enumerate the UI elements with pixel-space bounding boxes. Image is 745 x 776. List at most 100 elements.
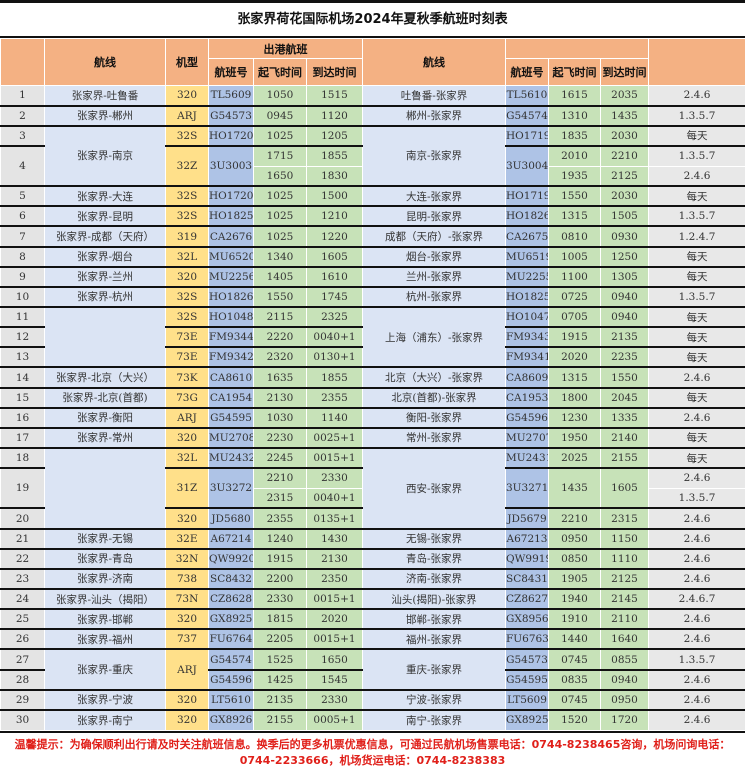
inbound-route: 邯郸-张家界 bbox=[362, 608, 506, 630]
operating-days: 1.3.5.7 bbox=[648, 144, 745, 167]
aircraft-type: 320 bbox=[165, 688, 209, 711]
outbound-departure: 1425 bbox=[253, 668, 307, 691]
row-number: 16 bbox=[0, 406, 45, 429]
outbound-departure: 1025 bbox=[253, 124, 307, 147]
outbound-route: 张家界-烟台 bbox=[44, 245, 166, 268]
aircraft-type: 73E bbox=[165, 346, 209, 368]
inbound-departure: 1950 bbox=[548, 426, 601, 449]
aircraft-type: 73G bbox=[165, 386, 209, 409]
inbound-flight-no: FM9343 bbox=[505, 326, 549, 348]
row-number: 8 bbox=[0, 245, 45, 268]
outbound-departure: 1405 bbox=[253, 265, 307, 288]
outbound-flight-no: MU2256 bbox=[208, 265, 254, 288]
aircraft-type: 32S bbox=[165, 285, 209, 308]
inbound-departure: 1550 bbox=[548, 185, 601, 207]
table-row: 13 73E FM9342 2320 0130+1 FM9341 2020 2235 每天 bbox=[0, 346, 745, 368]
outbound-departure: 2245 bbox=[253, 447, 307, 469]
inbound-flight-no: JD5679 bbox=[505, 507, 549, 530]
table-row: 6 张家界-昆明 32S HO1825 1025 1210 昆明-张家界 HO1826 1315… bbox=[0, 205, 745, 227]
outbound-departure: 1050 bbox=[253, 84, 307, 107]
table-row: 18 32L MU2432 2245 0015+1 西安-张家界 MU2431 2025 215… bbox=[0, 447, 745, 530]
outbound-flight-no: MU2708 bbox=[208, 426, 254, 449]
outbound-flight-no: 3U3003 bbox=[208, 144, 254, 187]
inbound-departure: 1905 bbox=[548, 567, 601, 590]
aircraft-type: ARJ bbox=[165, 104, 209, 127]
inbound-arrival: 2145 bbox=[599, 588, 650, 610]
aircraft-type: 73E bbox=[165, 326, 209, 348]
operating-days: 2.4.6 bbox=[648, 708, 745, 731]
operating-days: 2.4.6 bbox=[648, 507, 745, 530]
operating-days: 2.4.6 bbox=[648, 608, 745, 630]
inbound-departure: 1230 bbox=[548, 406, 601, 429]
outbound-route: 张家界-郴州 bbox=[44, 104, 166, 127]
outbound-arrival: 0040+1 bbox=[306, 487, 363, 509]
row-number: 6 bbox=[0, 205, 45, 227]
row-number: 7 bbox=[0, 225, 45, 248]
aircraft-type: 319 bbox=[165, 225, 209, 248]
outbound-route: 张家界-昆明 bbox=[44, 205, 166, 227]
outbound-route: 张家界-南宁 bbox=[44, 708, 166, 731]
aircraft-type: 32L bbox=[165, 245, 209, 268]
outbound-flight-no: TL5609 bbox=[208, 84, 254, 107]
header-out-arr: 到达时间 bbox=[306, 58, 363, 86]
row-number: 14 bbox=[0, 366, 45, 389]
inbound-departure: 1440 bbox=[548, 628, 601, 650]
row-number: 27 bbox=[0, 648, 45, 671]
operating-days: 每天 bbox=[648, 306, 745, 328]
outbound-arrival: 0015+1 bbox=[306, 588, 363, 610]
table-row: 3 张家界-南京 32S HO1720 1025 1205 南京-张家界 HO1719 1835… bbox=[0, 124, 745, 187]
row-number: 1 bbox=[0, 84, 45, 107]
inbound-flight-no: MU2255 bbox=[505, 265, 549, 288]
table-row: 20 320 JD5680 2355 0135+1 JD5679 2210 2315 2.4.6 bbox=[0, 507, 745, 530]
header-out-route: 航线 bbox=[44, 38, 166, 86]
outbound-route: 张家界-济南 bbox=[44, 567, 166, 590]
outbound-arrival: 1120 bbox=[306, 104, 363, 127]
table-row: 15 张家界-北京(首都) 73G CA1954 2130 2355 北京(首都)-张家界 C… bbox=[0, 386, 745, 409]
outbound-arrival: 1650 bbox=[306, 648, 363, 671]
inbound-route: 汕头(揭阳)-张家界 bbox=[362, 588, 506, 610]
outbound-departure: 1550 bbox=[253, 285, 307, 308]
operating-days: 2.4.6 bbox=[648, 668, 745, 691]
outbound-route: 张家界-汕头（揭阳） bbox=[44, 588, 166, 610]
outbound-departure: 2210 bbox=[253, 467, 307, 489]
row-number: 23 bbox=[0, 567, 45, 590]
table-row: 29 张家界-宁波 320 LT5610 2135 2330 宁波-张家界 LT5609 074… bbox=[0, 688, 745, 711]
aircraft-type: 32S bbox=[165, 205, 209, 227]
inbound-arrival: 0940 bbox=[599, 285, 650, 308]
operating-days: 每天 bbox=[648, 124, 745, 147]
outbound-arrival: 1605 bbox=[306, 245, 363, 268]
inbound-arrival: 0940 bbox=[599, 668, 650, 691]
outbound-flight-no: G54573 bbox=[208, 104, 254, 127]
header-out-flight-no: 航班号 bbox=[208, 58, 254, 86]
inbound-departure: 1435 bbox=[548, 467, 601, 509]
aircraft-type: 32S bbox=[165, 124, 209, 147]
inbound-flight-no: CA2675 bbox=[505, 225, 549, 248]
outbound-departure: 2155 bbox=[253, 708, 307, 731]
table-row: 16 张家界-衡阳 ARJ G54595 1030 1140 衡阳-张家界 G54596 123… bbox=[0, 406, 745, 429]
row-number: 18 bbox=[0, 447, 45, 469]
aircraft-type: 320 bbox=[165, 708, 209, 731]
page-title: 张家界荷花国际机场2024年夏秋季航班时刻表 bbox=[0, 3, 745, 38]
inbound-arrival: 0930 bbox=[599, 225, 650, 248]
outbound-route: 张家界-邯郸 bbox=[44, 608, 166, 630]
operating-days: 2.4.6.7 bbox=[648, 588, 745, 610]
row-number: 17 bbox=[0, 426, 45, 449]
inbound-arrival: 1605 bbox=[599, 467, 650, 509]
aircraft-type: 320 bbox=[165, 507, 209, 530]
aircraft-type: ARJ bbox=[165, 406, 209, 429]
outbound-route bbox=[44, 306, 166, 368]
inbound-arrival: 2140 bbox=[599, 426, 650, 449]
outbound-arrival: 1745 bbox=[306, 285, 363, 308]
outbound-route: 张家界-兰州 bbox=[44, 265, 166, 288]
header-inbound bbox=[504, 38, 650, 59]
table-row: 26 张家界-福州 737 FU6764 2205 0015+1 福州-张家界 FU6763 1… bbox=[0, 628, 745, 650]
inbound-route: 西安-张家界 bbox=[362, 447, 506, 530]
outbound-arrival: 2330 bbox=[306, 467, 363, 489]
operating-days: 2.4.6 bbox=[648, 165, 745, 187]
outbound-departure: 1025 bbox=[253, 185, 307, 207]
table-row: 9 张家界-兰州 320 MU2256 1405 1610 兰州-张家界 MU2255 1100… bbox=[0, 265, 745, 288]
outbound-departure: 2115 bbox=[253, 306, 307, 328]
outbound-route bbox=[44, 447, 166, 530]
row-number: 29 bbox=[0, 688, 45, 711]
operating-days: 每天 bbox=[648, 447, 745, 469]
